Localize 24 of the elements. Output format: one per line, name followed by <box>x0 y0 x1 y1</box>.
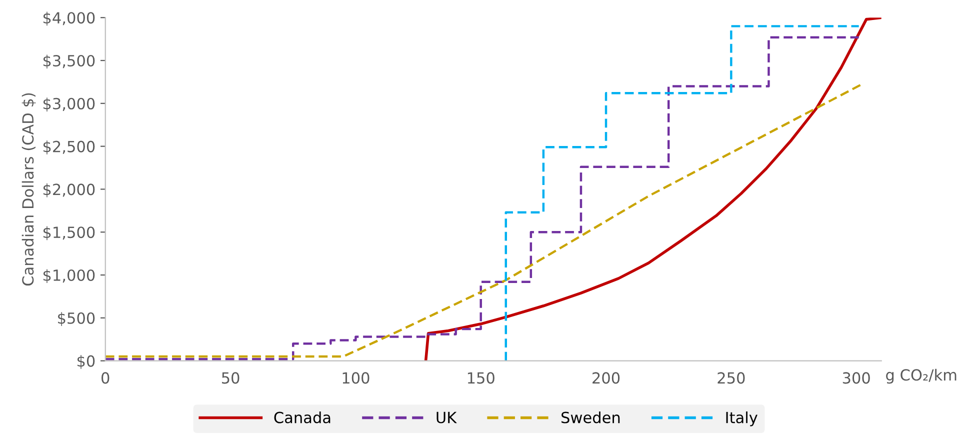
x-tick-label: 50 <box>222 372 240 384</box>
y-tick-label: $2,000 <box>43 183 95 198</box>
x-tick-label: 150 <box>468 372 494 384</box>
y-axis-title: Canadian Dollars (CAD $) <box>22 93 36 286</box>
legend-label: Italy <box>726 411 758 426</box>
x-tick-label: 200 <box>592 372 620 384</box>
x-tick-label: 300 <box>842 372 870 384</box>
line-series <box>105 83 862 358</box>
line-series <box>424 18 882 361</box>
legend-label: Canada <box>274 411 330 424</box>
x-tick-label: 250 <box>718 372 745 384</box>
y-tick-label: $1,500 <box>43 226 95 240</box>
y-tick-label: $1,000 <box>43 269 95 284</box>
x-tick-label: 0 <box>102 372 110 384</box>
y-tick-label: $3,500 <box>43 54 95 69</box>
y-tick-label: $2,500 <box>43 140 95 154</box>
y-tick-label: $0 <box>77 354 95 369</box>
x-tick-label: 100 <box>342 372 370 384</box>
legend-label: UK <box>436 412 457 424</box>
y-tick-label: $4,000 <box>43 12 95 26</box>
legend-label: Sweden <box>562 411 620 424</box>
x-axis-title: g CO₂/km <box>886 368 956 384</box>
y-tick-label: $3,000 <box>43 98 95 112</box>
y-tick-label: $500 <box>58 312 95 326</box>
